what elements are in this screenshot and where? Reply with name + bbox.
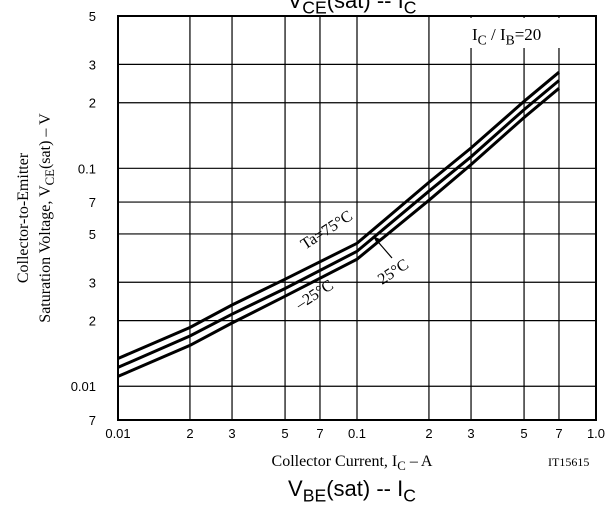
y-tick-label: 3 <box>89 57 96 72</box>
chart-title: VCE(sat) -- IC <box>288 0 417 18</box>
x-tick-label: 0.1 <box>348 426 366 441</box>
condition-label-part: C <box>478 32 487 47</box>
condition-label-part: =20 <box>515 25 542 44</box>
bottom-title-part: BE <box>303 486 326 505</box>
chart-title-part: (sat) -- I <box>327 0 404 13</box>
bottom-title-part: (sat) -- I <box>326 476 403 501</box>
condition-label: IC / IB=20 <box>472 25 541 47</box>
condition-label-part: I <box>472 25 478 44</box>
y-axis-label: Collector-to-Emitter <box>15 152 32 283</box>
y-tick-label: 0.1 <box>78 161 96 176</box>
chart-title-part: CE <box>302 0 326 18</box>
curve <box>117 87 560 378</box>
y-axis-label-part: CE <box>43 169 57 186</box>
bottom-title-part: C <box>403 486 416 505</box>
y-axis-label-part: Saturation Voltage, V <box>37 185 54 323</box>
y-tick-label: 5 <box>89 227 96 242</box>
y-axis-label-part: (sat) – V <box>37 113 54 169</box>
y-axis-label-part: Collector-to-Emitter <box>15 152 32 283</box>
bottom-title-part: V <box>288 476 303 501</box>
x-tick-label: 5 <box>281 426 288 441</box>
y-tick-label: 3 <box>89 275 96 290</box>
chart-title-part: C <box>404 0 417 18</box>
curve <box>117 79 560 369</box>
y-tick-label: 7 <box>89 195 96 210</box>
series-label: Ta=75°C <box>298 208 356 254</box>
x-tick-label: 3 <box>467 426 474 441</box>
x-tick-label: 1.0 <box>587 426 605 441</box>
x-tick-label: 2 <box>186 426 193 441</box>
x-axis-label-part: – A <box>406 453 433 470</box>
x-tick-label: 3 <box>228 426 235 441</box>
bottom-title: VBE(sat) -- IC <box>288 476 416 505</box>
condition-label-part: B <box>506 32 515 47</box>
x-axis-label-part: Collector Current, I <box>272 453 398 470</box>
condition-label-part: / I <box>487 25 506 44</box>
annotation-arrowhead <box>373 236 382 244</box>
x-axis-label: Collector Current, IC – A <box>272 453 433 473</box>
y-axis-label: Saturation Voltage, VCE(sat) – V <box>37 113 57 323</box>
series-label: 25°C <box>375 256 412 288</box>
y-tick-label: 2 <box>89 314 96 329</box>
y-tick-label: 5 <box>89 9 96 24</box>
x-tick-label: 5 <box>520 426 527 441</box>
x-tick-label: 7 <box>316 426 323 441</box>
plot-frame <box>117 15 597 421</box>
x-tick-label: 2 <box>425 426 432 441</box>
figure-id: IT15615 <box>548 455 589 469</box>
x-tick-label: 7 <box>555 426 562 441</box>
y-tick-label: 7 <box>89 413 96 428</box>
x-axis-label-part: C <box>397 459 406 473</box>
condition-box <box>468 18 594 48</box>
x-tick-label: 0.01 <box>105 426 130 441</box>
y-tick-label: 0.01 <box>71 379 96 394</box>
curve <box>117 71 560 360</box>
chart-title-part: V <box>288 0 303 13</box>
y-tick-label: 2 <box>89 96 96 111</box>
